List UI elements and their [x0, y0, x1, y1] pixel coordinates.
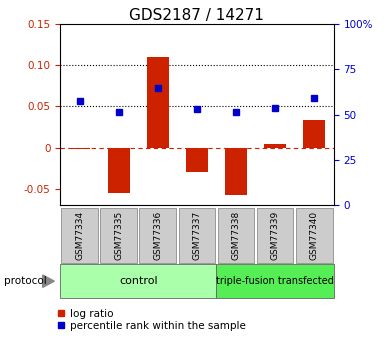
Text: GSM77340: GSM77340 [310, 211, 319, 260]
Text: GSM77338: GSM77338 [232, 211, 241, 260]
Text: protocol: protocol [4, 276, 47, 286]
Polygon shape [43, 275, 54, 287]
Bar [139, 208, 176, 263]
Bar [61, 208, 98, 263]
Bar [178, 208, 215, 263]
Text: GSM77336: GSM77336 [153, 211, 162, 260]
Title: GDS2187 / 14271: GDS2187 / 14271 [130, 8, 264, 23]
Text: GSM77339: GSM77339 [270, 211, 280, 260]
Bar [296, 208, 333, 263]
Bar [186, 148, 208, 172]
Bar [60, 264, 217, 298]
Bar [218, 208, 255, 263]
Bar [147, 57, 168, 148]
Bar [225, 148, 247, 195]
Bar [264, 144, 286, 148]
Bar [100, 208, 137, 263]
Text: triple-fusion transfected: triple-fusion transfected [216, 276, 334, 286]
Text: control: control [119, 276, 158, 286]
Bar [217, 264, 334, 298]
Text: GSM77335: GSM77335 [114, 211, 123, 260]
Bar [303, 120, 325, 148]
Bar [257, 208, 293, 263]
Text: GSM77334: GSM77334 [75, 211, 84, 260]
Legend: log ratio, percentile rank within the sample: log ratio, percentile rank within the sa… [57, 309, 246, 331]
Bar [108, 148, 130, 193]
Text: GSM77337: GSM77337 [192, 211, 201, 260]
Bar [69, 148, 90, 149]
